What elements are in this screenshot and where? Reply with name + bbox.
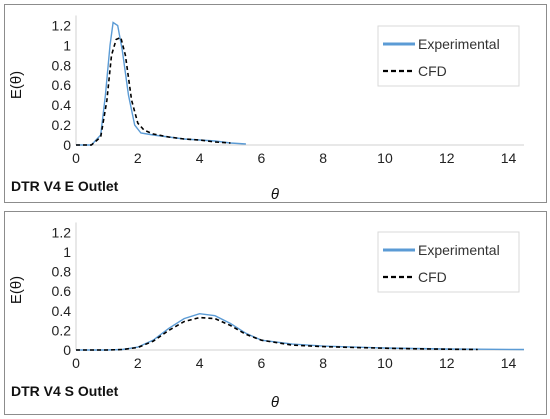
y-tick-label: 0.4 — [52, 97, 72, 113]
x-tick-label: 10 — [377, 150, 393, 166]
y-tick-label: 1 — [63, 37, 71, 53]
y-tick-label: 0.2 — [52, 117, 72, 133]
legend-label: Experimental — [418, 242, 500, 258]
y-tick-label: 1.2 — [52, 224, 72, 240]
legend — [377, 25, 520, 87]
x-tick-label: 4 — [196, 355, 204, 371]
y-axis-title: E(θ) — [8, 276, 25, 304]
x-tick-label: 10 — [377, 355, 393, 371]
x-tick-label: 0 — [72, 355, 80, 371]
x-tick-label: 8 — [319, 150, 327, 166]
panel-label: DTR V4 S Outlet — [11, 383, 119, 399]
y-tick-label: 0 — [63, 342, 71, 358]
x-tick-label: 2 — [134, 150, 142, 166]
x-tick-label: 14 — [501, 150, 517, 166]
y-tick-label: 0 — [63, 137, 71, 153]
y-tick-label: 1 — [63, 244, 71, 260]
y-tick-label: 0.8 — [52, 264, 72, 280]
series-line-cfd — [76, 316, 478, 351]
panel-label: DTR V4 E Outlet — [11, 178, 119, 194]
series-line-cfd — [76, 36, 231, 146]
x-tick-label: 0 — [72, 150, 80, 166]
y-tick-label: 0.4 — [52, 303, 72, 319]
series-line-experimental — [76, 312, 525, 351]
legend-label: Experimental — [418, 36, 500, 52]
legend — [377, 231, 520, 293]
x-tick-label: 14 — [501, 355, 517, 371]
x-axis-title: θ — [271, 394, 279, 411]
legend-label: CFD — [418, 63, 447, 79]
y-axis-title: E(θ) — [8, 71, 25, 99]
series-line-experimental — [76, 21, 246, 146]
y-tick-label: 0.8 — [52, 57, 72, 73]
chart-panel-s-outlet: 0 2 4 6 8 10 12 14 0 0.2 0.4 0.6 0.8 1 1.2 Experimental… — [4, 211, 547, 415]
y-tick-label: 0.2 — [52, 322, 72, 338]
legend-label: CFD — [418, 269, 447, 285]
x-tick-label: 4 — [196, 150, 204, 166]
x-tick-label: 2 — [134, 355, 142, 371]
chart-panel-e-outlet: 0 2 4 6 8 10 12 14 0 0.2 0.4 0.6 0.8 1 1.2 Experimental… — [4, 4, 547, 203]
y-tick-label: 0.6 — [52, 77, 72, 93]
chart-s-outlet: 0 2 4 6 8 10 12 14 0 0.2 0.4 0.6 0.8 1 1.2 Experimental… — [8, 222, 525, 411]
x-tick-label: 12 — [439, 355, 455, 371]
y-tick-label: 1.2 — [52, 17, 72, 33]
x-tick-label: 6 — [257, 355, 265, 371]
y-tick-label: 0.6 — [52, 283, 72, 299]
x-tick-label: 6 — [257, 150, 265, 166]
x-axis-title: θ — [271, 186, 279, 202]
x-tick-label: 12 — [439, 150, 455, 166]
chart-e-outlet: 0 2 4 6 8 10 12 14 0 0.2 0.4 0.6 0.8 1 1.2 Experimental… — [8, 15, 524, 202]
x-tick-label: 8 — [319, 355, 327, 371]
